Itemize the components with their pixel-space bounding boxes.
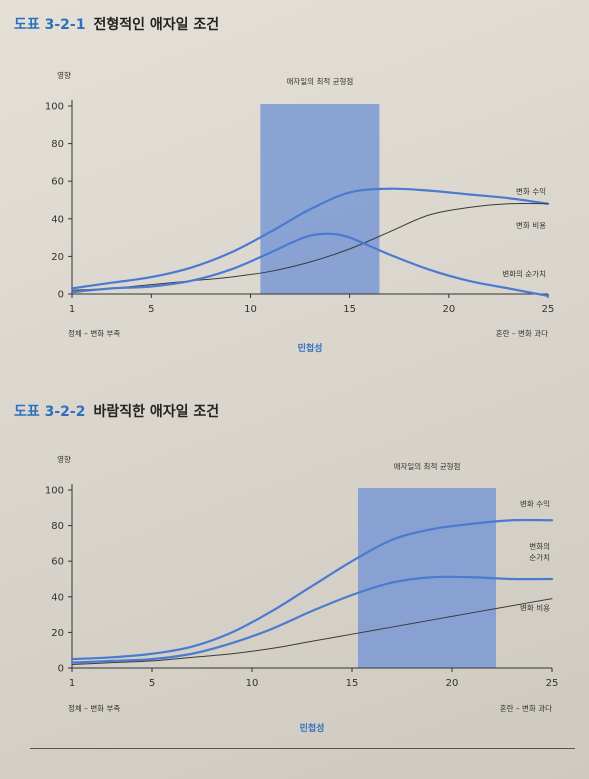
y-tick-label: 80	[51, 521, 64, 532]
figure-1-title: 전형적인 애자일 조건	[93, 17, 220, 33]
series-label-1: 변화 수익	[516, 186, 546, 196]
figure-2-title: 바람직한 애자일 조건	[93, 404, 220, 420]
series-label-3: 변화 비용	[520, 604, 550, 613]
figure-2-heading: 도표 3-2-2 바람직한 애자일 조건	[14, 401, 219, 421]
x-left-note: 정체 – 변화 부족	[68, 328, 120, 338]
x-right-note: 혼란 – 변화 과다	[496, 328, 548, 338]
x-tick-label: 20	[446, 678, 459, 689]
series-line-1	[70, 187, 550, 290]
x-axis-label: 민첩성	[298, 342, 323, 354]
y-tick-label: 100	[45, 486, 64, 497]
series-line-3	[71, 598, 553, 665]
page-rule	[30, 748, 575, 749]
figure-2-number: 도표 3-2-2	[14, 404, 86, 420]
series-label-2-line: 변화의	[529, 541, 550, 551]
series-line-2	[70, 575, 554, 664]
y-tick-label: 0	[58, 664, 64, 675]
x-tick-label: 5	[148, 304, 154, 315]
x-axis-label: 민첩성	[300, 722, 325, 734]
x-tick-label: 1	[69, 678, 75, 689]
series-line-3	[70, 232, 550, 297]
series-line-1	[70, 518, 554, 661]
figure-1-heading: 도표 3-2-1 전형적인 애자일 조건	[14, 14, 219, 34]
y-tick-label: 60	[51, 557, 64, 568]
x-tick-label: 15	[343, 304, 356, 315]
y-tick-label: 0	[58, 290, 64, 301]
series-line-2	[71, 202, 549, 291]
series-label-3: 변화의 순가치	[502, 268, 546, 278]
series-label-2-line: 순가치	[527, 553, 550, 562]
figure-1-number: 도표 3-2-1	[14, 17, 86, 33]
x-tick-label: 10	[244, 304, 257, 315]
band-label: 애자일의 최적 균형점	[286, 76, 353, 86]
x-right-note: 혼란 – 변화 과다	[500, 703, 552, 713]
y-tick-label: 40	[51, 592, 64, 603]
y-tick-label: 60	[51, 177, 64, 188]
optimal-band	[260, 104, 380, 294]
x-tick-label: 25	[546, 678, 559, 689]
y-axis-label: 영향	[57, 454, 71, 464]
band-label: 애자일의 최적 균형점	[394, 461, 461, 471]
x-left-note: 정체 – 변화 부족	[68, 703, 120, 713]
y-tick-label: 100	[45, 102, 64, 113]
x-tick-label: 1	[69, 304, 75, 315]
y-tick-label: 20	[51, 628, 64, 639]
y-axis-label: 영향	[57, 70, 71, 80]
series-label-2: 변화 비용	[516, 221, 546, 230]
x-tick-label: 20	[442, 304, 455, 315]
series-label-1: 변화 수익	[520, 498, 550, 508]
y-tick-label: 40	[51, 214, 64, 225]
series-label-2: 변화의 순가치	[527, 541, 550, 562]
x-tick-label: 10	[246, 678, 259, 689]
x-tick-label: 25	[542, 304, 555, 315]
x-tick-label: 5	[149, 678, 155, 689]
y-tick-label: 80	[51, 139, 64, 150]
x-tick-label: 15	[346, 678, 359, 689]
y-tick-label: 20	[51, 252, 64, 263]
